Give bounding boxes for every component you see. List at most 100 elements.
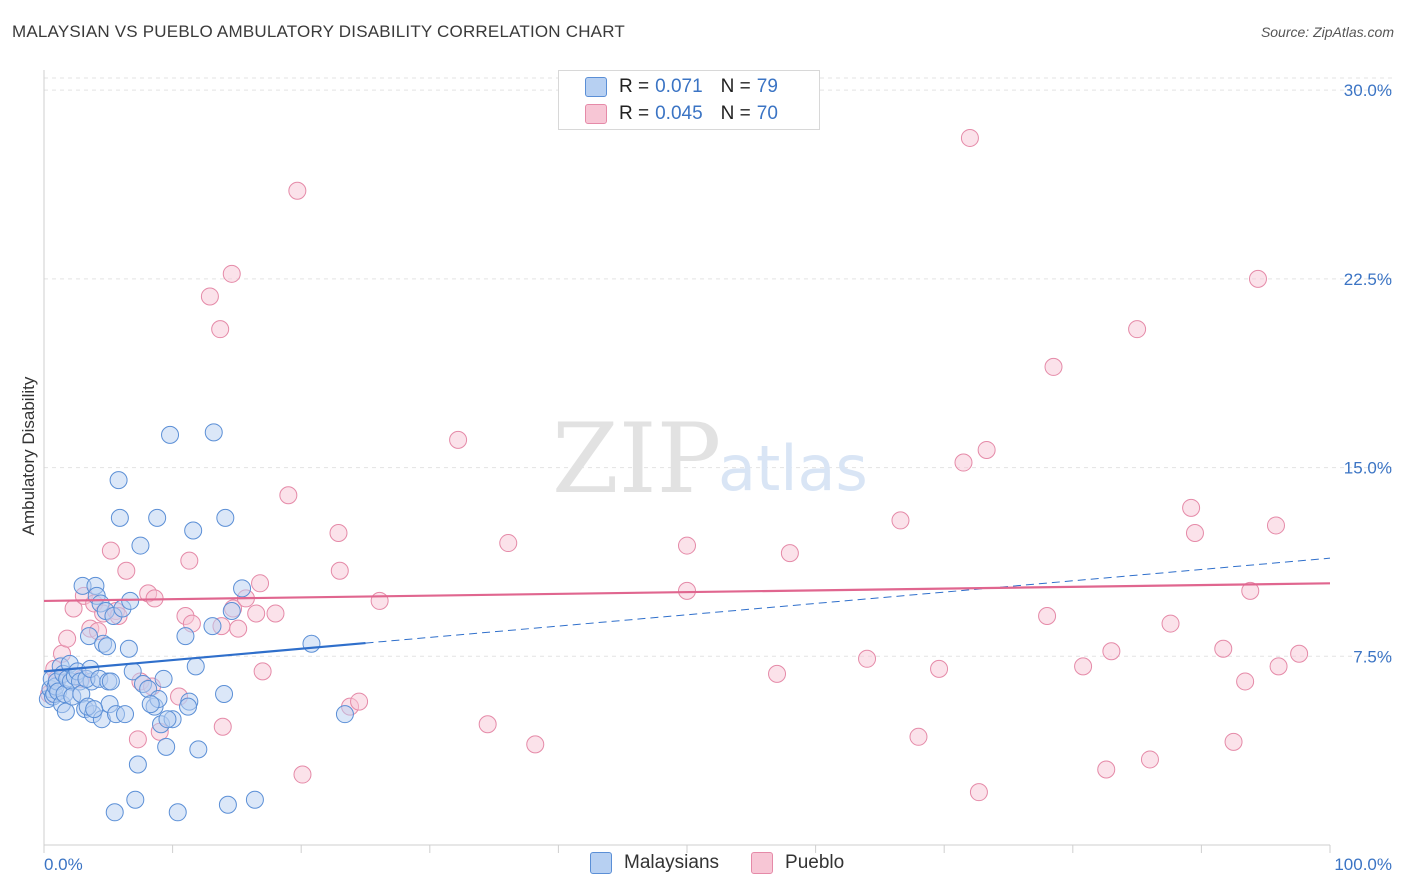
malaysians-point [110,508,129,527]
malaysians-point [80,627,99,646]
legend-n-label: N = [720,103,751,124]
legend-label-pueblo: Pueblo [785,852,845,873]
pueblo-swatch [585,104,607,124]
pueblo-point [1161,614,1180,633]
source-label: Source: ZipAtlas.com [1260,24,1394,40]
malaysians-point [189,740,208,759]
malaysians-point [216,508,235,527]
pueblo-point [1182,498,1201,517]
x-tick-label: 0.0% [44,855,83,874]
pueblo-point [1224,732,1243,751]
malaysians-swatch [590,852,612,874]
malaysians-point [176,627,195,646]
malaysians-point [128,755,147,774]
malaysians-point [141,695,160,714]
watermark-atlas: atlas [718,432,868,505]
malaysians-point [233,579,252,598]
legend-label-malaysians: Malaysians [624,852,720,873]
pueblo-point [1102,642,1121,661]
axes [43,70,1331,853]
malaysians-point [126,790,145,809]
legend-r-label: R = [619,76,650,97]
watermark-zip: ZIP [552,403,721,515]
grid-lines [44,77,1392,657]
malaysians-point [302,634,321,653]
pueblo-point [954,453,973,472]
y-tick-label: 22.5% [1344,270,1392,289]
malaysians-swatch [585,77,607,97]
pueblo-point [330,561,349,580]
pueblo-point [1248,269,1267,288]
pueblo-point [266,604,285,623]
malaysians-point [109,471,128,490]
malaysians-point [98,637,117,656]
y-tick-label: 15.0% [1344,459,1392,478]
pueblo-point [780,544,799,563]
malaysians-point [56,702,75,721]
malaysians-point [184,521,203,540]
pueblo-swatch [751,852,774,874]
pueblo-point [288,181,307,200]
pueblo-point [526,735,545,754]
pueblo-point [1044,357,1063,376]
malaysians-point [204,423,223,442]
legend-n-value: 79 [756,76,778,97]
series-legend: Malaysians Pueblo [590,852,876,874]
pueblo-point [58,629,77,648]
pueblo-point [222,264,241,283]
y-tick-label: 30.0% [1344,81,1392,100]
pueblo-point [229,619,248,638]
pueblo-point [211,320,230,339]
y-tick-label: 7.5% [1353,647,1392,666]
pueblo-point [499,534,518,553]
legend-n-value: 70 [756,103,778,124]
pueblo-point [213,717,232,736]
pueblo-point [930,659,949,678]
pueblo-point [1269,657,1288,676]
malaysians-point [215,685,234,704]
pueblo-point [251,574,270,593]
malaysians-point [148,508,167,527]
pueblo-point [117,561,136,580]
malaysians-point [157,737,176,756]
pueblo-point [1185,523,1204,542]
pueblo-point [1214,639,1233,658]
pueblo-point [279,486,298,505]
pueblo-point [370,591,389,610]
chart-title: MALAYSIAN VS PUEBLO AMBULATORY DISABILIT… [12,22,625,41]
malaysians-point [131,536,150,555]
pueblo-point [293,765,312,784]
legend-r-label: R = [619,103,650,124]
malaysians-point [101,672,120,691]
legend-item-pueblo[interactable]: Pueblo [751,852,844,874]
malaysians-trend-solid [43,641,366,673]
pueblo-point [768,664,787,683]
legend-r-value: 0.071 [655,76,703,97]
legend-row-malaysians: R = 0.071 N = 79 [585,75,778,99]
malaysians-point [203,617,222,636]
pueblo-point [1241,581,1260,600]
malaysians-point [154,669,173,688]
pueblo-point [449,430,468,449]
y-axis-label: Ambulatory Disability [19,376,38,535]
malaysians-point [222,601,241,620]
pueblo-point [678,581,696,600]
malaysians-point [158,710,177,729]
pueblo-point [247,604,266,623]
pueblo-point [128,730,147,749]
pueblo-point [678,536,696,555]
legend-n-label: N = [720,76,751,97]
trend-lines [43,557,1331,673]
pueblo-point [977,440,996,459]
pueblo-point [1236,672,1255,691]
legend-item-malaysians[interactable]: Malaysians [590,852,719,874]
pueblo-point [969,783,988,802]
pueblo-point [1266,516,1285,535]
legend-r-value: 0.045 [655,103,703,124]
malaysians-point [105,803,124,822]
pueblo-point [1097,760,1116,779]
pueblo-point [960,128,979,147]
tick-labels: 7.5% 15.0% 22.5% 30.0% 0.0% 100.0% [44,81,1392,874]
watermark: ZIP atlas [552,403,868,515]
